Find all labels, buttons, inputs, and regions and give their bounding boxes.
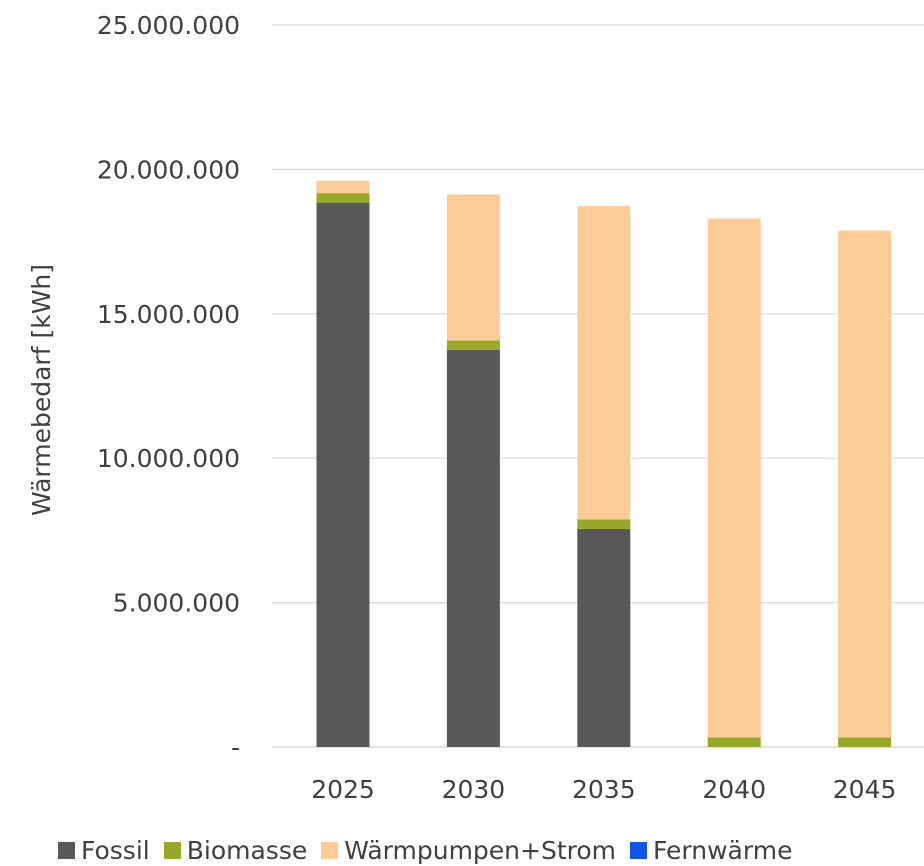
legend-item: Fossil xyxy=(58,836,150,865)
bar-segment xyxy=(838,737,892,747)
bar-segment xyxy=(838,230,892,738)
legend: Fossil Biomasse Wärmpumpen+Strom Fernwärme xyxy=(58,834,806,866)
bar-segment xyxy=(446,194,500,341)
bar-segment xyxy=(577,519,631,529)
bar-segment xyxy=(446,349,500,747)
y-tick-label: 25.000.000 xyxy=(97,11,240,40)
legend-label: Biomasse xyxy=(186,835,308,865)
bar-segment xyxy=(316,202,370,747)
bar-segment xyxy=(577,528,631,747)
bar-segment xyxy=(446,340,500,350)
x-tick-label: 2035 xyxy=(572,775,636,804)
x-tick-label: 2030 xyxy=(442,775,506,804)
bars xyxy=(316,180,892,747)
x-tick-label: 2045 xyxy=(833,775,897,804)
legend-swatch xyxy=(321,841,339,859)
bar-segment xyxy=(707,737,761,747)
y-axis-label: Wärmebedarf [kWh] xyxy=(27,264,56,516)
bar-segment xyxy=(707,218,761,738)
y-tick-label: 5.000.000 xyxy=(113,589,240,618)
x-tick-label: 2025 xyxy=(311,775,375,804)
legend-item: Fernwärme xyxy=(630,836,792,865)
legend-item: Wärmpumpen+Strom xyxy=(321,836,616,865)
legend-label: Fossil xyxy=(81,835,150,865)
chart-svg: - 5.000.000 10.000.000 15.000.000 20.000.000… xyxy=(27,11,924,804)
x-tick-label: 2040 xyxy=(702,775,766,804)
bar-segment xyxy=(316,180,370,194)
legend-item: Biomasse xyxy=(163,835,308,865)
legend-swatch xyxy=(58,841,75,859)
legend-label: Fernwärme xyxy=(653,835,793,865)
y-tick-label: 20.000.000 xyxy=(97,155,240,184)
legend-swatch xyxy=(630,841,648,859)
legend-label: Wärmpumpen+Strom xyxy=(344,835,617,865)
legend-swatch xyxy=(163,841,181,859)
y-tick-label: 10.000.000 xyxy=(97,444,240,473)
y-axis-ticks: - 5.000.000 10.000.000 15.000.000 20.000.000… xyxy=(97,11,240,762)
bar-segment xyxy=(316,193,370,203)
y-tick-label: 15.000.000 xyxy=(97,300,240,329)
x-axis-ticks: 2025 2030 2035 2040 2045 xyxy=(311,775,896,804)
bar-segment xyxy=(577,206,631,520)
y-tick-label: - xyxy=(231,733,240,762)
